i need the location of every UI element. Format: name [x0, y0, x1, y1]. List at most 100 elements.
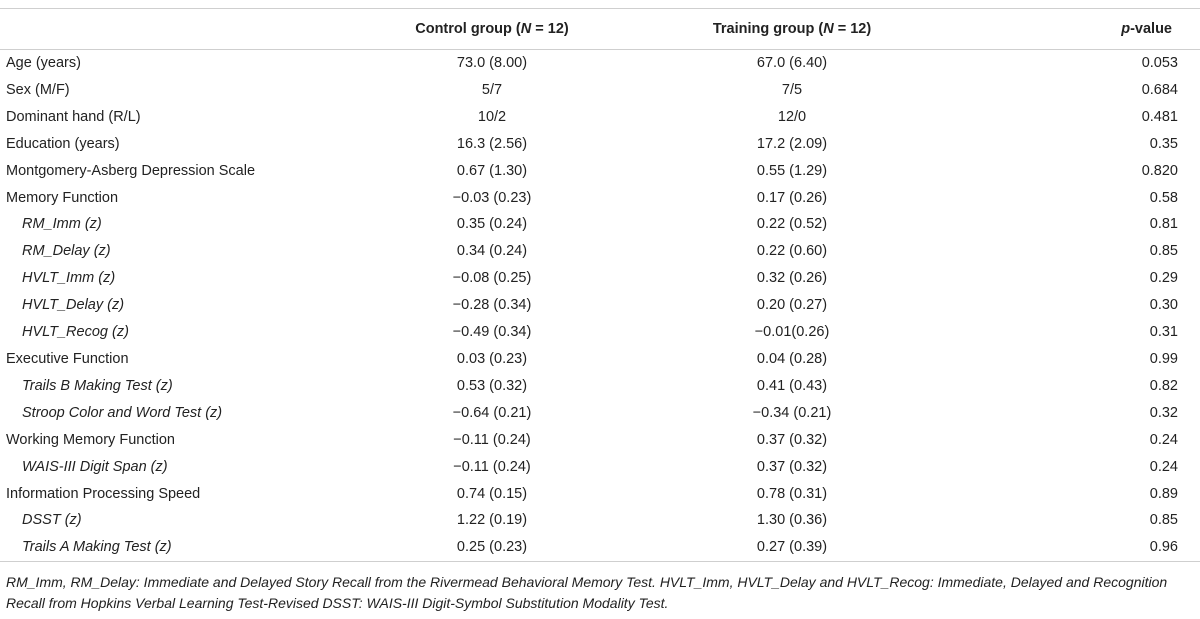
table-row: HVLT_Imm (z) −0.08 (0.25) 0.32 (0.26) 0.29 — [0, 265, 1200, 292]
cell-control: 5/7 — [481, 81, 503, 98]
row-label: RM_Delay (z) — [22, 243, 111, 260]
cell-control: 73.0 (8.00) — [456, 55, 528, 71]
table-row: WAIS-III Digit Span (z) −0.11 (0.24) 0.37 … — [0, 454, 1200, 481]
cell-p-value: 0.85 — [1149, 243, 1178, 260]
table-row: Age (years) 73.0 (8.00) 67.0 (6.40) 0.053 — [0, 50, 1200, 77]
row-label: Stroop Color and Word Test (z) — [22, 404, 223, 421]
cell-p-value: 0.30 — [1149, 297, 1178, 314]
header-training-group: Training group (N = 12) — [642, 8, 942, 50]
row-label: Sex (M/F) — [6, 81, 70, 98]
cell-training: 0.41 (0.43) — [756, 377, 828, 394]
cell-p-value: 0.820 — [1141, 162, 1178, 179]
table-row: HVLT_Recog (z) −0.49 (0.34) −0.01(0.26) 0.3… — [0, 319, 1200, 346]
row-label: Dominant hand (R/L) — [6, 108, 141, 125]
header-control-group: Control group (N = 12) — [342, 8, 642, 50]
cell-p-value: 0.053 — [1141, 55, 1178, 71]
table-row: RM_Delay (z) 0.34 (0.24) 0.22 (0.60) 0.85 — [0, 238, 1200, 265]
cell-training: 0.17 (0.26) — [756, 189, 828, 206]
data-table: Control group (N = 12) Training group (N… — [0, 8, 1200, 563]
cell-p-value: 0.99 — [1149, 350, 1178, 367]
table-row: Trails A Making Test (z) 0.25 (0.23) 0.27 … — [0, 534, 1200, 563]
table-body: Age (years) 73.0 (8.00) 67.0 (6.40) 0.053 Se… — [0, 50, 1200, 563]
cell-training: 0.27 (0.39) — [642, 534, 942, 563]
cell-p-value: 0.24 — [1149, 458, 1178, 475]
cell-training: 0.32 (0.26) — [756, 270, 828, 287]
table-row: Trails B Making Test (z) 0.53 (0.32) 0.41 … — [0, 373, 1200, 400]
cell-control: −0.03 (0.23) — [452, 189, 532, 206]
cell-p-value: 0.35 — [1149, 135, 1178, 152]
row-label: Information Processing Speed — [6, 485, 201, 502]
header-p-value: p-value — [942, 8, 1200, 50]
row-label: HVLT_Imm (z) — [22, 270, 116, 287]
row-label: DSST (z) — [22, 512, 82, 529]
cell-control: 10/2 — [477, 108, 507, 125]
table-row: Executive Function 0.03 (0.23) 0.04 (0.28)… — [0, 346, 1200, 373]
cell-control: 1.22 (0.19) — [456, 512, 528, 529]
cell-p-value: 0.96 — [942, 534, 1200, 563]
cell-training: 0.22 (0.60) — [756, 243, 828, 260]
cell-training: 67.0 (6.40) — [756, 55, 828, 71]
row-label: RM_Imm (z) — [22, 216, 102, 233]
cell-control: 0.74 (0.15) — [456, 485, 528, 502]
cell-training: 0.20 (0.27) — [756, 297, 828, 314]
row-label: Memory Function — [6, 189, 119, 206]
cell-control: 0.53 (0.32) — [456, 377, 528, 394]
cell-training: −0.34 (0.21) — [752, 404, 832, 421]
cell-p-value: 0.32 — [1149, 404, 1178, 421]
table-header: Control group (N = 12) Training group (N… — [0, 8, 1200, 50]
cell-training: 0.04 (0.28) — [756, 350, 828, 367]
cell-control: −0.11 (0.24) — [453, 431, 531, 448]
row-label: Working Memory Function — [6, 431, 175, 448]
cell-control: −0.49 (0.34) — [452, 324, 532, 341]
cell-p-value: 0.81 — [1149, 216, 1178, 233]
cell-p-value: 0.85 — [1149, 512, 1178, 529]
row-label: Trails A Making Test (z) — [0, 534, 342, 563]
cell-control: −0.64 (0.21) — [452, 404, 532, 421]
row-label: HVLT_Recog (z) — [22, 324, 129, 341]
table-row: Montgomery-Asberg Depression Scale 0.67 (… — [0, 158, 1200, 185]
table-row: RM_Imm (z) 0.35 (0.24) 0.22 (0.52) 0.81 — [0, 211, 1200, 238]
cell-control: −0.28 (0.34) — [452, 297, 532, 314]
cell-p-value: 0.89 — [1149, 485, 1178, 502]
cell-p-value: 0.29 — [1149, 270, 1178, 287]
cell-training: 0.78 (0.31) — [756, 485, 828, 502]
cell-training: 7/5 — [781, 81, 803, 98]
row-label: WAIS-III Digit Span (z) — [22, 458, 168, 475]
cell-p-value: 0.24 — [1149, 431, 1178, 448]
cell-control: −0.11 (0.24) — [453, 458, 531, 475]
row-label: Montgomery-Asberg Depression Scale — [6, 162, 256, 179]
cell-p-value: 0.31 — [1149, 324, 1178, 341]
cell-p-value: 0.481 — [1141, 108, 1178, 125]
table-row: HVLT_Delay (z) −0.28 (0.34) 0.20 (0.27) 0.3… — [0, 292, 1200, 319]
cell-control: 0.67 (1.30) — [456, 162, 528, 179]
cell-training: 12/0 — [777, 108, 807, 125]
table-row: Information Processing Speed 0.74 (0.15) 0… — [0, 481, 1200, 508]
row-label: Education (years) — [6, 135, 120, 152]
cell-control: 0.03 (0.23) — [456, 350, 528, 367]
cell-control: −0.08 (0.25) — [452, 270, 532, 287]
row-label: Trails B Making Test (z) — [22, 377, 173, 394]
cell-control: 0.25 (0.23) — [342, 534, 642, 563]
header-empty — [0, 8, 342, 50]
row-label: Executive Function — [6, 350, 129, 367]
table-caption: RM_Imm, RM_Delay: Immediate and Delayed … — [6, 574, 1168, 611]
header-row: Control group (N = 12) Training group (N… — [0, 8, 1200, 50]
table-row: Stroop Color and Word Test (z) −0.64 (0.2… — [0, 400, 1200, 427]
table-row: DSST (z) 1.22 (0.19) 1.30 (0.36) 0.85 — [0, 507, 1200, 534]
table-row: Dominant hand (R/L) 10/2 12/0 0.481 — [0, 104, 1200, 131]
table-row: Working Memory Function −0.11 (0.24) 0.37 … — [0, 427, 1200, 454]
row-label: Age (years) — [6, 55, 81, 71]
cell-training: 1.30 (0.36) — [756, 512, 828, 529]
cell-training: 17.2 (2.09) — [756, 135, 828, 152]
cell-control: 0.34 (0.24) — [456, 243, 528, 260]
table-row: Education (years) 16.3 (2.56) 17.2 (2.09) 0… — [0, 131, 1200, 158]
cell-training: −0.01(0.26) — [754, 324, 830, 341]
row-label: HVLT_Delay (z) — [22, 297, 125, 314]
cell-training: 0.22 (0.52) — [756, 216, 828, 233]
cell-p-value: 0.58 — [1149, 189, 1178, 206]
table-row: Sex (M/F) 5/7 7/5 0.684 — [0, 77, 1200, 104]
table-row: Memory Function −0.03 (0.23) 0.17 (0.26) 0.… — [0, 185, 1200, 212]
cell-control: 16.3 (2.56) — [456, 135, 528, 152]
cell-training: 0.55 (1.29) — [756, 162, 828, 179]
